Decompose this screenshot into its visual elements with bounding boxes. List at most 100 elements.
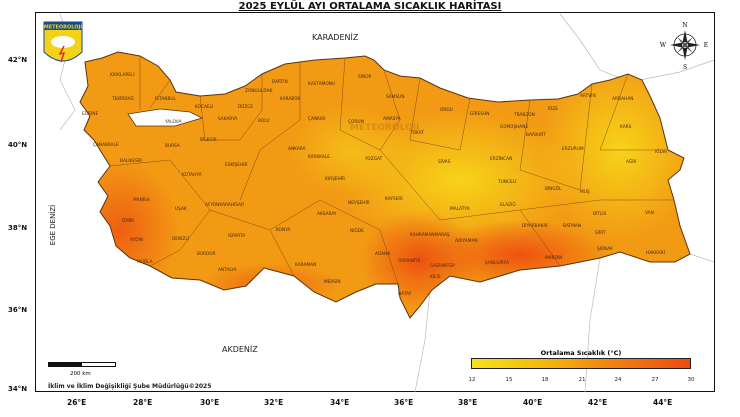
province-label: SİNOP bbox=[358, 73, 372, 80]
province-label: ÇANKIRI bbox=[308, 116, 326, 122]
lon-label: 42°E bbox=[588, 398, 608, 407]
province-label: AMASYA bbox=[383, 116, 401, 122]
province-label: ARDAHAN bbox=[612, 96, 633, 102]
province-label: BİLECİK bbox=[200, 136, 217, 143]
neighbor-border bbox=[414, 13, 715, 393]
province-label: KARABÜK bbox=[280, 95, 301, 102]
province-label: GÜMÜŞHANE bbox=[500, 123, 528, 130]
province-label: AYDIN bbox=[130, 237, 143, 243]
province-label: NEVŞEHİR bbox=[348, 199, 370, 206]
province-label: SAKARYA bbox=[218, 116, 237, 122]
province-label: KIRŞEHİR bbox=[325, 175, 345, 182]
province-label: YALOVA bbox=[164, 119, 181, 125]
province-label: AKSARAY bbox=[317, 211, 337, 217]
province-label: SİVAS bbox=[438, 158, 451, 165]
province-label: KARAMAN bbox=[295, 262, 316, 268]
province-label: KONYA bbox=[276, 227, 290, 233]
lat-label: 40°N bbox=[8, 141, 28, 149]
province-label: KİLİS bbox=[430, 273, 441, 280]
province-borders bbox=[109, 56, 674, 285]
province-label: KASTAMONU bbox=[308, 81, 335, 87]
province-label: BALIKESİR bbox=[120, 157, 142, 164]
province-label: KARS bbox=[620, 124, 632, 130]
province-label: BURSA bbox=[165, 143, 180, 149]
province-label: ÇORUM bbox=[348, 119, 365, 125]
province-label: SİİRT bbox=[595, 229, 606, 236]
province-label: OSMANİYE bbox=[398, 257, 421, 264]
svg-text:S: S bbox=[683, 64, 687, 71]
legend-tick: 15 bbox=[505, 377, 513, 383]
province-label: ANTALYA bbox=[218, 267, 236, 273]
lon-label: 38°E bbox=[458, 398, 478, 407]
province-label: DİYARBAKIR bbox=[522, 222, 548, 229]
province-label: KAYSERİ bbox=[385, 195, 403, 202]
province-label: YOZGAT bbox=[364, 156, 383, 162]
province-label: TOKAT bbox=[409, 130, 424, 136]
lon-label: 36°E bbox=[394, 398, 414, 407]
sea-label-karadeniz: KARADENİZ bbox=[312, 33, 359, 42]
province-label: NİĞDE bbox=[350, 227, 364, 234]
province-label: MANİSA bbox=[133, 196, 150, 203]
legend-tick: 27 bbox=[651, 377, 659, 383]
province-label: HATAY bbox=[398, 291, 412, 297]
lat-label: 38°N bbox=[8, 224, 28, 232]
colorbar bbox=[471, 358, 691, 369]
province-label: VAN bbox=[645, 210, 654, 216]
sea-label-ege: EGE DENİZİ bbox=[48, 205, 57, 245]
lat-label: 34°N bbox=[8, 385, 28, 393]
credit-text: İklim ve İklim Değişikliği Şube Müdürlüğ… bbox=[48, 383, 212, 390]
province-label: TRABZON bbox=[513, 112, 535, 118]
province-label: IĞDIR bbox=[655, 148, 667, 155]
map-title: 2025 EYLÜL AYI ORTALAMA SICAKLIK HARİTAS… bbox=[238, 1, 502, 12]
province-label: ŞIRNAK bbox=[597, 246, 613, 252]
province-label: AFYONKARAHİSAR bbox=[205, 201, 244, 208]
province-label: UŞAK bbox=[175, 206, 187, 212]
scale-bar bbox=[48, 362, 116, 367]
province-label: TUNCELİ bbox=[497, 178, 516, 185]
legend-tick: 21 bbox=[578, 377, 586, 383]
province-label: İSTANBUL bbox=[155, 95, 177, 102]
legend-tick: 30 bbox=[687, 377, 695, 383]
province-label: ÇANAKKALE bbox=[93, 142, 119, 148]
province-label: GİRESUN bbox=[470, 110, 489, 117]
svg-text:N: N bbox=[682, 22, 687, 29]
province-label: DÜZCE bbox=[238, 103, 253, 110]
legend-tick: 18 bbox=[541, 377, 549, 383]
province-label: ISPARTA bbox=[228, 233, 245, 239]
province-label: ŞANLIURFA bbox=[485, 260, 509, 266]
map-frame bbox=[35, 12, 715, 392]
province-label: BİNGÖL bbox=[545, 185, 562, 192]
lon-label: 26°E bbox=[67, 398, 87, 407]
province-label: BAYBURT bbox=[526, 132, 546, 138]
scale-bar-label: 200 km bbox=[70, 371, 91, 377]
lon-label: 30°E bbox=[200, 398, 220, 407]
temperature-field bbox=[80, 52, 690, 318]
lon-label: 32°E bbox=[264, 398, 284, 407]
province-label: HAKKARİ bbox=[646, 249, 665, 256]
province-label: MUĞLA bbox=[137, 258, 153, 265]
province-label: ERZURUM bbox=[562, 146, 584, 152]
province-label: EDİRNE bbox=[82, 110, 98, 117]
province-label: MARDİN bbox=[545, 254, 562, 261]
province-label: KOCAELİ bbox=[195, 103, 213, 110]
province-label: AĞRI bbox=[626, 158, 636, 165]
lon-label: 40°E bbox=[523, 398, 543, 407]
province-label: ERZİNCAN bbox=[490, 155, 512, 162]
province-label: ADANA bbox=[375, 251, 390, 257]
marmara-sea bbox=[127, 108, 204, 127]
province-label: ELAZIĞ bbox=[500, 201, 516, 208]
watermark: METEOROLOJİ bbox=[350, 122, 419, 133]
province-label: KIRKLARELİ bbox=[110, 71, 135, 78]
province-label: BURDUR bbox=[197, 251, 216, 257]
province-label: TEKİRDAĞ bbox=[111, 95, 134, 102]
province-label: SAMSUN bbox=[386, 94, 405, 100]
province-label: BOLU bbox=[258, 118, 270, 124]
province-label: ORDU bbox=[440, 107, 453, 113]
lat-label: 36°N bbox=[8, 306, 28, 314]
province-label: BİTLİS bbox=[593, 210, 607, 217]
lon-label: 28°E bbox=[133, 398, 153, 407]
province-label: ZONGULDAK bbox=[245, 88, 273, 94]
province-label: RİZE bbox=[548, 105, 558, 112]
province-label: GAZİANTEP bbox=[430, 262, 455, 269]
